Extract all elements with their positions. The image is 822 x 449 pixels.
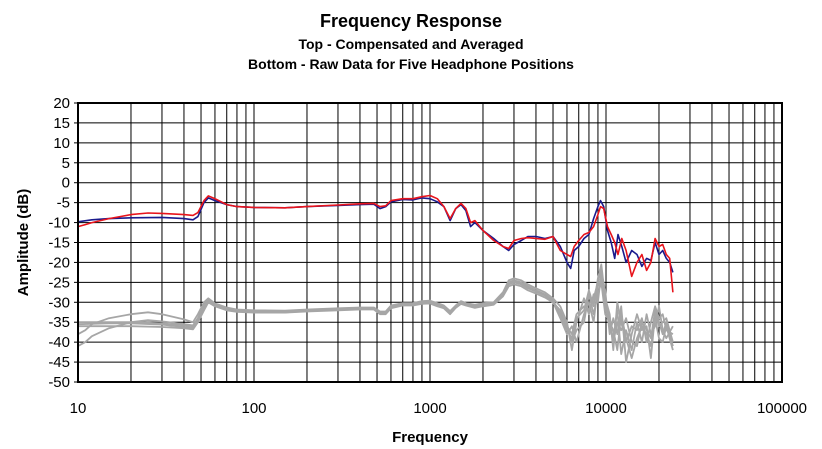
x-tick-label: 100 [241, 400, 266, 417]
x-tick-label: 10000 [585, 400, 627, 417]
y-tick-label: -30 [48, 294, 70, 311]
y-axis-label: Amplitude (dB) [15, 189, 32, 296]
x-tick-label: 100000 [757, 400, 807, 417]
grid-lines [77, 102, 783, 383]
y-tick-label: -5 [57, 195, 70, 212]
y-tick-label: 20 [53, 95, 70, 112]
y-tick-label: -35 [48, 314, 70, 331]
y-tick-label: -15 [48, 235, 70, 252]
data-series [77, 194, 674, 364]
x-axis-label: Frequency [392, 429, 469, 446]
y-tick-label: 10 [53, 135, 70, 152]
x-tick-label: 1000 [413, 400, 446, 417]
series-line-2 [77, 194, 674, 293]
y-tick-label: 15 [53, 115, 70, 132]
y-tick-label: -40 [48, 334, 70, 351]
y-tick-label: 0 [62, 175, 70, 192]
series-line-4 [77, 271, 674, 364]
series-line-7 [77, 267, 674, 348]
chart-title-block: Frequency Response Top - Compensated and… [0, 8, 822, 74]
chart-subtitle-top: Top - Compensated and Averaged [298, 36, 524, 52]
y-tick-label: -45 [48, 354, 70, 371]
chart-title: Frequency Response [319, 11, 503, 31]
y-tick-label: -25 [48, 274, 70, 291]
chart-subtitle-bottom: Bottom - Raw Data for Five Headphone Pos… [248, 56, 574, 72]
y-tick-label: -10 [48, 215, 70, 232]
y-tick-label: -50 [48, 374, 70, 391]
x-tick-label: 10 [70, 400, 87, 417]
y-tick-label: -20 [48, 254, 70, 271]
y-tick-label: 5 [62, 155, 70, 172]
series-line-6 [77, 281, 674, 360]
